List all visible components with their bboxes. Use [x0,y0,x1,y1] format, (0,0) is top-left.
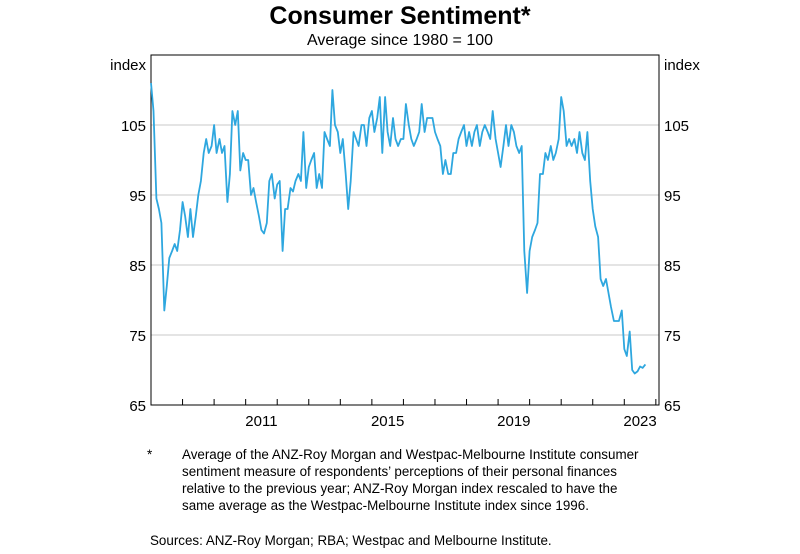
plot-frame [150,54,660,406]
x-tick-label-2011: 2011 [245,413,277,430]
y-tick-right-105: 105 [664,118,689,135]
x-tick-label-2015: 2015 [371,413,404,430]
left-axis-unit-label: index [110,57,146,74]
footnote-text: Average of the ANZ-Roy Morgan and Westpa… [182,447,639,513]
chart-subtitle: Average since 1980 = 100 [306,32,494,49]
chart-plot: 65 65 75 75 85 85 95 95 105 105 2011 2015 2019 2023 i… [110,54,700,430]
right-axis-unit-label: index [664,57,700,74]
y-tick-left-65: 65 [129,398,146,415]
y-tick-left-95: 95 [129,188,146,205]
x-tick-label-2019: 2019 [497,413,530,430]
sentiment-series-line [150,82,647,375]
y-tick-left-75: 75 [129,328,146,345]
footnote-marker: * [147,447,153,462]
sources-note: Sources: ANZ-Roy Morgan; RBA; Westpac an… [150,533,552,548]
y-tick-right-85: 85 [664,258,681,275]
x-tick-label-2023: 2023 [623,413,656,430]
y-tick-left-85: 85 [129,258,146,275]
y-tick-right-75: 75 [664,328,681,345]
y-tick-right-65: 65 [664,398,681,415]
chart-title: Consumer Sentiment* [269,2,531,30]
axis-ticks: 65 65 75 75 85 85 95 95 105 105 2011 2015 2019 2023 [121,118,689,430]
y-tick-right-95: 95 [664,188,681,205]
y-tick-left-105: 105 [121,118,146,135]
